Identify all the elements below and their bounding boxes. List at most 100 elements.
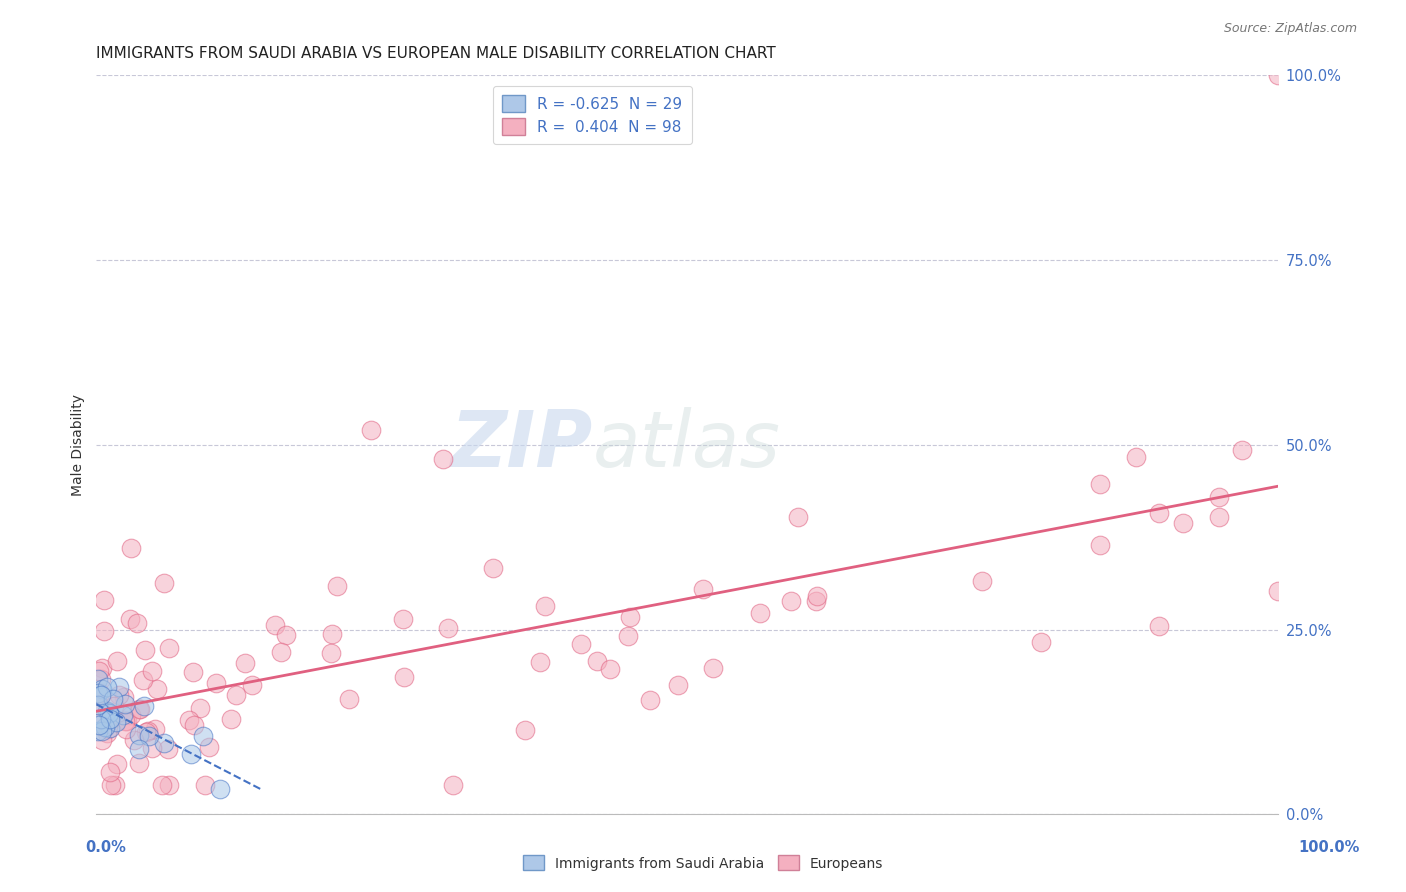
Point — [264, 618, 287, 632]
Point — [90, 732, 112, 747]
Point — [221, 712, 243, 726]
Point — [115, 714, 138, 728]
Point — [180, 747, 202, 761]
Point — [482, 560, 505, 574]
Legend: R = -0.625  N = 29, R =  0.404  N = 98: R = -0.625 N = 29, R = 0.404 N = 98 — [494, 87, 692, 144]
Point — [749, 607, 772, 621]
Point — [96, 705, 118, 719]
Point — [134, 642, 156, 657]
Point — [96, 725, 118, 739]
Point — [90, 682, 112, 697]
Point — [194, 778, 217, 792]
Point — [153, 736, 176, 750]
Point — [274, 628, 297, 642]
Point — [114, 697, 136, 711]
Point — [132, 673, 155, 687]
Point — [209, 781, 232, 796]
Point — [86, 698, 108, 712]
Point — [779, 594, 801, 608]
Point — [325, 579, 347, 593]
Point — [103, 699, 125, 714]
Point — [91, 724, 114, 739]
Text: Source: ZipAtlas.com: Source: ZipAtlas.com — [1223, 22, 1357, 36]
Point — [157, 778, 180, 792]
Point — [136, 724, 159, 739]
Point — [141, 741, 163, 756]
Point — [98, 765, 121, 780]
Point — [96, 680, 118, 694]
Point — [87, 672, 110, 686]
Point — [115, 722, 138, 736]
Point — [702, 661, 724, 675]
Point — [120, 541, 142, 556]
Point — [93, 624, 115, 638]
Point — [86, 686, 108, 700]
Point — [94, 720, 117, 734]
Text: 100.0%: 100.0% — [1298, 840, 1360, 855]
Point — [152, 575, 174, 590]
Point — [89, 686, 111, 700]
Point — [89, 698, 111, 713]
Point — [157, 641, 180, 656]
Point — [97, 706, 120, 720]
Point — [132, 699, 155, 714]
Point — [270, 645, 292, 659]
Point — [104, 778, 127, 792]
Point — [114, 714, 136, 728]
Point — [205, 675, 228, 690]
Point — [513, 723, 536, 737]
Point — [135, 725, 157, 739]
Point — [101, 691, 124, 706]
Point — [100, 712, 122, 726]
Point — [112, 690, 135, 704]
Point — [692, 582, 714, 596]
Point — [321, 626, 343, 640]
Point — [90, 688, 112, 702]
Point — [138, 729, 160, 743]
Point — [321, 646, 343, 660]
Point — [225, 688, 247, 702]
Point — [586, 654, 609, 668]
Point — [128, 742, 150, 756]
Point — [337, 692, 360, 706]
Point — [181, 665, 204, 679]
Y-axis label: Male Disability: Male Disability — [72, 393, 86, 496]
Point — [97, 706, 120, 720]
Point — [107, 688, 129, 702]
Point — [177, 713, 200, 727]
Point — [105, 715, 128, 730]
Point — [150, 778, 173, 792]
Point — [1208, 490, 1230, 504]
Point — [197, 739, 219, 754]
Text: atlas: atlas — [592, 407, 780, 483]
Point — [1125, 450, 1147, 464]
Point — [1149, 619, 1171, 633]
Point — [96, 723, 118, 737]
Point — [787, 510, 810, 524]
Point — [108, 680, 131, 694]
Point — [1267, 584, 1289, 599]
Point — [441, 778, 464, 792]
Point — [1267, 68, 1289, 82]
Point — [233, 656, 256, 670]
Point — [1230, 442, 1253, 457]
Point — [972, 574, 994, 588]
Point — [128, 728, 150, 742]
Point — [1149, 506, 1171, 520]
Point — [1171, 516, 1194, 530]
Point — [599, 661, 621, 675]
Point — [617, 629, 640, 643]
Point — [806, 589, 828, 603]
Point — [1090, 538, 1112, 552]
Point — [529, 655, 551, 669]
Point — [87, 718, 110, 732]
Point — [534, 599, 557, 614]
Point — [128, 702, 150, 716]
Point — [1208, 510, 1230, 524]
Point — [86, 724, 108, 739]
Point — [1031, 635, 1053, 649]
Point — [392, 670, 415, 684]
Point — [93, 593, 115, 607]
Legend: Immigrants from Saudi Arabia, Europeans: Immigrants from Saudi Arabia, Europeans — [517, 850, 889, 876]
Point — [188, 701, 211, 715]
